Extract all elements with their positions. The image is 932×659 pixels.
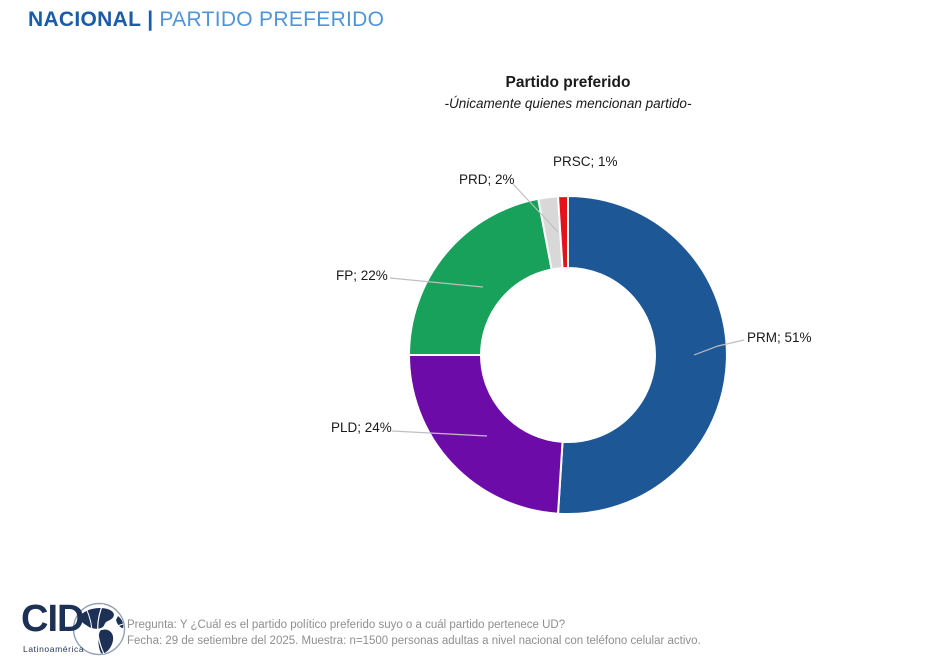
header-separator: | [147, 8, 154, 31]
segment-label-pld: PLD; 24% [331, 420, 392, 435]
chart-title: Partido preferido [505, 74, 631, 91]
leader-line-pld [391, 430, 488, 437]
chart-subtitle: -Únicamente quienes mencionan partido- [444, 96, 692, 111]
leader-line-prm [693, 339, 745, 356]
footer-date-sample: Fecha: 29 de setiembre del 2025. Muestra… [127, 635, 701, 647]
footer-question: Pregunta: Y ¿Cuál es el partido político… [127, 619, 566, 631]
donut-segment-prm [557, 195, 728, 515]
header-section: NACIONAL [28, 8, 142, 31]
page-title: NACIONAL | PARTIDO PREFERIDO [28, 8, 384, 32]
chart-header: Partido preferido -Únicamente quienes me… [268, 74, 868, 111]
leader-line-fp [389, 277, 484, 288]
leader-line-prd [512, 183, 559, 233]
globe-americas-icon [72, 602, 126, 656]
donut-segment-prsc [557, 194, 569, 270]
segment-label-prsc: PRSC; 1% [553, 154, 618, 169]
logo-subtext: Latinoamérica [23, 644, 85, 654]
footer-note: Pregunta: Y ¿Cuál es el partido político… [127, 617, 701, 649]
logo-text: CID [21, 598, 84, 640]
segment-label-prm: PRM; 51% [747, 330, 812, 345]
donut-segment-pld [408, 354, 564, 515]
header-subtitle: PARTIDO PREFERIDO [159, 8, 385, 31]
segment-label-prd: PRD; 2% [459, 172, 515, 187]
donut-segment-fp [408, 197, 553, 356]
segment-label-fp: FP; 22% [336, 268, 388, 283]
